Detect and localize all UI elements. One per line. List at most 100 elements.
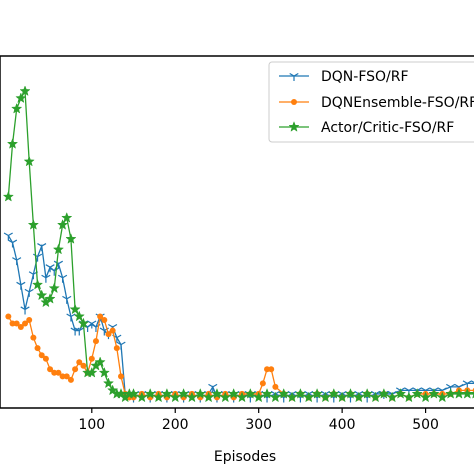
data-point <box>244 388 256 399</box>
data-point <box>269 391 281 403</box>
data-point <box>194 388 206 399</box>
data-point <box>22 320 29 327</box>
plot-area <box>2 85 474 403</box>
data-point <box>24 288 34 297</box>
data-point <box>228 388 240 399</box>
axes <box>0 55 474 409</box>
data-point <box>177 388 190 399</box>
data-point <box>42 355 49 362</box>
data-point <box>59 373 66 380</box>
data-point <box>386 391 398 403</box>
data-point <box>161 388 173 399</box>
data-point <box>336 391 348 403</box>
data-point <box>261 388 273 399</box>
data-point <box>118 373 124 380</box>
data-point <box>403 391 415 403</box>
x-tick-label: 200 <box>162 417 189 433</box>
data-point <box>51 369 58 376</box>
data-point <box>63 373 70 380</box>
data-point <box>13 320 20 327</box>
data-point <box>17 324 24 331</box>
data-point <box>88 355 95 362</box>
legend-label: Actor/Critic-FSO/RF <box>321 120 454 136</box>
data-point <box>394 388 407 399</box>
data-point <box>47 366 54 373</box>
data-point <box>69 303 81 315</box>
data-point <box>294 388 307 399</box>
x-axis-ticks: 100 200 300 400 500 <box>78 408 439 433</box>
data-point <box>344 388 357 399</box>
data-point <box>3 232 13 241</box>
data-point <box>113 345 120 352</box>
series-2 <box>5 313 474 401</box>
data-point <box>20 306 30 315</box>
data-point <box>66 313 76 322</box>
data-point <box>116 341 126 350</box>
data-point <box>127 388 140 399</box>
data-point <box>65 233 77 244</box>
data-point <box>411 388 423 399</box>
data-point <box>102 377 115 389</box>
data-point <box>378 388 390 399</box>
data-point <box>26 317 33 323</box>
x-tick-label: 500 <box>412 417 439 433</box>
data-point <box>23 155 35 167</box>
data-point <box>428 388 440 399</box>
data-point <box>253 391 265 403</box>
data-point <box>353 391 365 403</box>
data-point <box>419 391 432 403</box>
x-axis-label: Episodes <box>214 449 276 465</box>
data-point <box>152 391 165 403</box>
data-point <box>436 391 448 403</box>
data-point <box>272 383 279 390</box>
data-point <box>67 376 74 383</box>
data-point <box>2 190 14 202</box>
data-point <box>303 391 315 403</box>
data-point <box>49 267 59 276</box>
data-point <box>74 327 84 336</box>
data-point <box>72 366 79 373</box>
data-point <box>105 331 112 338</box>
data-point <box>470 391 474 399</box>
x-tick-label: 300 <box>245 417 272 433</box>
data-point <box>361 388 373 399</box>
data-point <box>36 289 48 301</box>
data-point <box>56 219 69 230</box>
data-point <box>236 391 248 403</box>
series-3 <box>2 85 474 403</box>
data-point <box>38 352 45 359</box>
legend-entry: DQNEnsemble-FSO/RF <box>279 95 474 111</box>
x-tick-label: 100 <box>78 417 105 433</box>
legend-entry: Actor/Critic-FSO/RF <box>279 120 454 136</box>
data-point <box>53 260 64 269</box>
legend-marker <box>291 99 297 105</box>
data-point <box>57 274 68 283</box>
data-point <box>48 282 60 294</box>
data-point <box>37 243 47 252</box>
data-point <box>328 388 340 399</box>
data-point <box>31 278 44 290</box>
data-point <box>80 362 87 369</box>
data-point <box>278 388 290 399</box>
data-point <box>319 391 332 403</box>
data-point <box>34 345 41 352</box>
data-point <box>52 243 65 255</box>
data-point <box>211 388 223 399</box>
data-point <box>268 366 275 373</box>
data-point <box>27 219 39 230</box>
data-point <box>6 138 19 149</box>
data-point <box>19 85 31 96</box>
data-point <box>186 391 198 403</box>
data-point <box>73 310 85 322</box>
data-point <box>5 313 12 320</box>
series-1 <box>3 232 474 403</box>
data-point <box>16 281 26 290</box>
data-point <box>30 334 37 341</box>
data-point <box>94 356 106 368</box>
data-point <box>169 391 181 403</box>
data-point <box>144 388 156 399</box>
legend-label: DQN-FSO/RF <box>321 69 409 85</box>
data-point <box>15 92 27 104</box>
data-point <box>92 338 99 345</box>
